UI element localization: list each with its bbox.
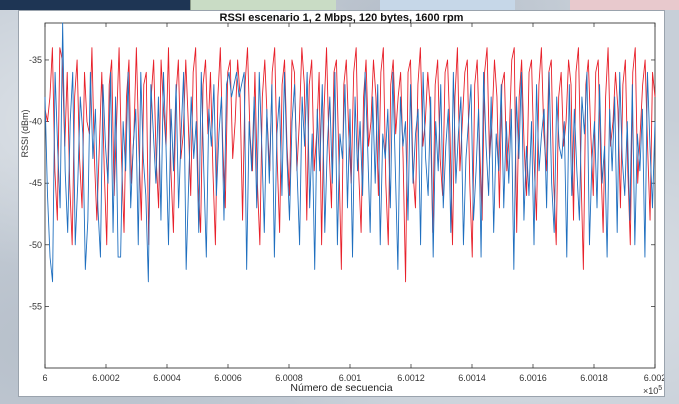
x-tick-label: 6.0004 [153,373,181,383]
x-axis-label: Número de secuencia [290,382,393,394]
y-tick-label: -35 [29,55,42,65]
chart-svg: -35 -40 -45 -50 -55 6 6.0002 6.0004 6.0006 6.0008… [20,22,664,396]
y-tick-label: -50 [29,240,42,250]
top-strip-dark [0,0,190,10]
x-tick-label: 6.0012 [397,373,425,383]
y-axis-label: RSSI (dBm) [20,109,30,157]
x-tick-label: 6.0002 [92,373,120,383]
x-tick-label: 6 [42,373,47,383]
top-strip-pink [570,0,679,10]
top-strip-blue [380,0,515,10]
x-tick-label: 6.0006 [214,373,242,383]
series-line-0 [44,47,656,283]
x-tick-label: 6.002 [644,373,664,383]
y-tick-label: -40 [29,117,42,127]
x-tick-label: 6.001 [339,373,362,383]
x-exponent-label: ×105 [643,385,662,396]
figure-window: RSSI escenario 1, 2 Mbps, 120 bytes, 160… [18,10,665,397]
x-tick-label: 6.0008 [275,373,303,383]
x-tick-label: 6.0014 [458,373,486,383]
top-strip-green [190,0,336,10]
plot-area: -35 -40 -45 -50 -55 6 6.0002 6.0004 6.0006 6.0008… [20,22,664,396]
y-tick-label: -45 [29,178,42,188]
series-line-1 [44,22,656,283]
plot-frame [44,22,656,369]
x-tick-label: 6.0016 [519,373,547,383]
x-tick-label: 6.0018 [580,373,608,383]
y-tick-label: -55 [29,301,42,311]
chart-title: RSSI escenario 1, 2 Mbps, 120 bytes, 160… [219,12,464,24]
